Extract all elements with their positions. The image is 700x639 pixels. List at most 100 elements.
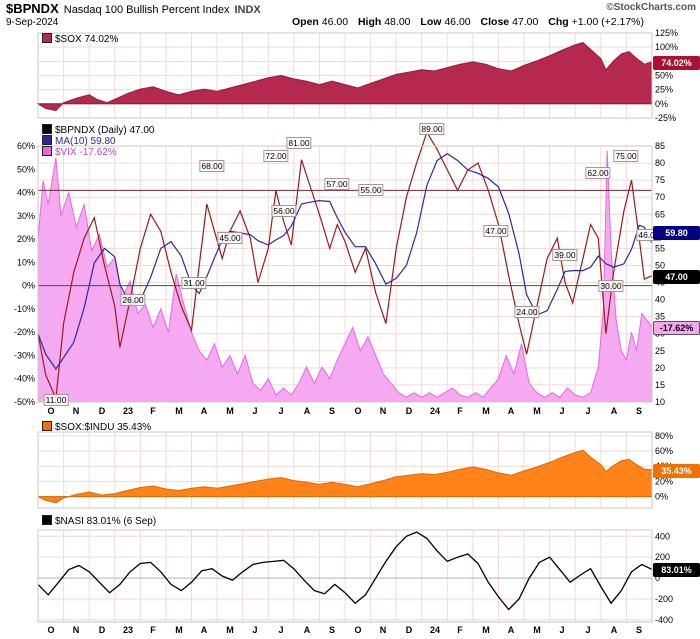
open-value: 46.00 bbox=[321, 16, 349, 28]
x-axis-month-label: N bbox=[379, 406, 387, 416]
x-axis-month-label: J bbox=[585, 406, 591, 416]
x-axis-month-label: D bbox=[98, 625, 106, 635]
main-plot-border bbox=[37, 145, 653, 403]
main-right-axis-label: 20 bbox=[655, 363, 665, 373]
sox-last-value-badge: 74.02% bbox=[653, 56, 700, 70]
sox-legend-swatch-icon bbox=[42, 33, 52, 43]
x-axis-month-label: D bbox=[405, 406, 413, 416]
main-last-value-badge: -17.62% bbox=[653, 321, 700, 335]
x-axis-month-label: A bbox=[200, 625, 208, 635]
x-axis-month-label: J bbox=[252, 406, 258, 416]
main-legend-item: $VIX -17.62% bbox=[42, 146, 117, 158]
main-legend-label: $VIX -17.62% bbox=[55, 147, 117, 158]
exchange-label: INDX bbox=[234, 4, 261, 16]
main-left-axis-label: 60% bbox=[17, 141, 35, 151]
chart-note-annotation: 11.00 bbox=[43, 394, 69, 406]
x-axis-month-label: M bbox=[533, 625, 541, 635]
main-right-axis-label: 70 bbox=[655, 192, 665, 202]
x-axis-month-label: S bbox=[328, 625, 335, 635]
main-right-axis-label: 85 bbox=[655, 141, 665, 151]
x-axis-month-label: 23 bbox=[122, 625, 133, 635]
nasi-right-axis-label: 200 bbox=[655, 552, 670, 562]
nasi-right-axis-label: 400 bbox=[655, 531, 670, 541]
main-left-axis-label: -40% bbox=[14, 374, 35, 384]
chart-header: $BPNDX Nasdaq 100 Bullish Percent Index IN… bbox=[0, 0, 700, 30]
chart-note-annotation: 24.00 bbox=[514, 306, 540, 318]
main-left-axis-label: -20% bbox=[14, 327, 35, 337]
x-axis-month-label: 24 bbox=[429, 406, 440, 416]
chg-value: +1.00 (+2.17%) bbox=[571, 16, 644, 28]
main-right-axis-label: 55 bbox=[655, 243, 665, 253]
close-label: Close bbox=[480, 16, 510, 28]
nasi-last-value-badge: 83.01% bbox=[653, 563, 700, 577]
x-axis-month-label: J bbox=[278, 625, 284, 635]
nasi-line-line bbox=[37, 531, 653, 611]
main-right-axis-label: 75 bbox=[655, 175, 665, 185]
main-right-axis-label: 65 bbox=[655, 209, 665, 219]
main-right-axis-label: 25 bbox=[655, 346, 665, 356]
x-axis-month-label: J bbox=[585, 625, 591, 635]
chart-date: 9-Sep-2024 bbox=[6, 17, 59, 28]
x-axis-month-label: A bbox=[507, 406, 515, 416]
sox-right-axis-label: 50% bbox=[655, 71, 673, 81]
main-right-axis-label: 80 bbox=[655, 158, 665, 168]
nasi-right-axis-label: -200 bbox=[655, 594, 673, 604]
main-legend-label: MA(10) 59.80 bbox=[55, 136, 116, 147]
main-left-axis-label: -50% bbox=[14, 397, 35, 407]
high-value: 48.00 bbox=[384, 16, 411, 28]
sox-right-axis-label: 125% bbox=[655, 28, 678, 38]
high-label: High bbox=[357, 16, 382, 28]
header-line-1: $BPNDX Nasdaq 100 Bullish Percent Index IN… bbox=[6, 1, 261, 16]
main-left-axis-label: 10% bbox=[17, 257, 35, 267]
index-name: Nasdaq 100 Bullish Percent Index bbox=[63, 4, 230, 16]
chg-label: Chg bbox=[548, 16, 569, 28]
nasi-legend-item: $NASI 83.01% (6 Sep) bbox=[42, 515, 156, 527]
chart-note-annotation: 68.00 bbox=[199, 160, 225, 172]
symbol: $BPNDX bbox=[6, 1, 59, 16]
main-left-axis-label: 50% bbox=[17, 164, 35, 174]
x-axis-month-label: M bbox=[226, 625, 234, 635]
ratio-legend-item: $SOX:$INDU 35.43% bbox=[42, 421, 151, 433]
close-value: 47.00 bbox=[512, 16, 539, 28]
x-axis-month-label: M bbox=[175, 625, 183, 635]
chart-note-annotation: 72.00 bbox=[263, 150, 289, 162]
x-axis-month-label: N bbox=[379, 625, 387, 635]
nasi-legend-swatch-icon bbox=[42, 515, 52, 525]
main-left-axis-label: 0% bbox=[22, 281, 35, 291]
main-legend-swatch-icon bbox=[42, 124, 52, 134]
main-right-axis-label: 35 bbox=[655, 312, 665, 322]
chart-note-annotation: 62.00 bbox=[585, 167, 611, 179]
x-axis-month-label: O bbox=[354, 406, 362, 416]
sox-right-axis-label: 100% bbox=[655, 42, 678, 52]
x-axis-month-label: S bbox=[328, 406, 335, 416]
x-axis-month-label: N bbox=[72, 625, 80, 635]
main-left-axis-label: -10% bbox=[14, 304, 35, 314]
ratio-legend-swatch-icon bbox=[42, 421, 52, 431]
sox-indu-ratio-area bbox=[37, 449, 653, 504]
ratio-last-value-badge: 35.43% bbox=[653, 464, 700, 478]
x-axis-month-label: J bbox=[278, 406, 284, 416]
main-right-axis-label: 10 bbox=[655, 397, 665, 407]
open-label: Open bbox=[292, 16, 319, 28]
x-axis-month-label: F bbox=[150, 406, 156, 416]
main-left-axis-label: 20% bbox=[17, 234, 35, 244]
x-axis-month-label: S bbox=[635, 406, 642, 416]
nasi-right-axis-label: 0 bbox=[655, 573, 660, 583]
chart-note-annotation: 89.00 bbox=[419, 123, 445, 135]
main-left-axis-label: -30% bbox=[14, 350, 35, 360]
x-axis-month-label: A bbox=[507, 625, 515, 635]
chart-note-annotation: 75.00 bbox=[613, 150, 639, 162]
main-right-axis-label: 15 bbox=[655, 380, 665, 390]
x-axis-month-label: M bbox=[482, 406, 490, 416]
ratio-right-axis-label: 60% bbox=[655, 446, 673, 456]
sox-legend-item: $SOX 74.02% bbox=[42, 33, 118, 45]
x-axis-month-label: F bbox=[150, 625, 156, 635]
main-legend-swatch-icon bbox=[42, 146, 52, 156]
x-axis-month-label: J bbox=[559, 406, 565, 416]
chart-note-annotation: 31.00 bbox=[181, 277, 207, 289]
x-axis-month-label: M bbox=[482, 625, 490, 635]
x-axis-month-label: A bbox=[610, 406, 618, 416]
ratio-plot-border bbox=[37, 431, 653, 509]
sox-right-axis-label: 25% bbox=[655, 85, 673, 95]
